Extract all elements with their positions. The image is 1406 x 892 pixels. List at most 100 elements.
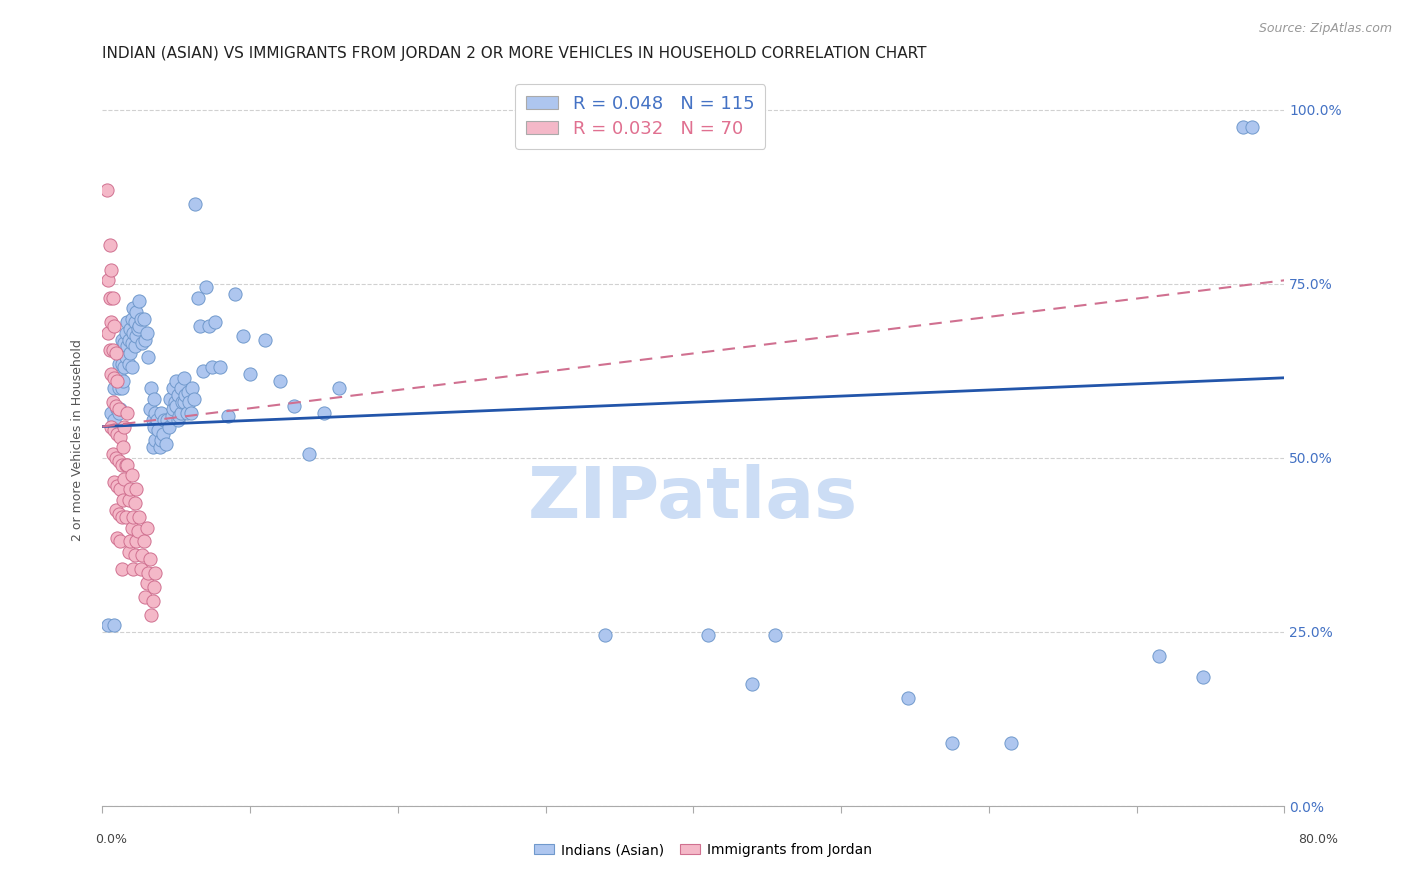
Point bbox=[124, 549, 146, 563]
Point bbox=[127, 322, 149, 336]
Point bbox=[103, 618, 125, 632]
Point bbox=[139, 607, 162, 622]
Point bbox=[132, 311, 155, 326]
Point bbox=[125, 329, 148, 343]
Point bbox=[124, 315, 146, 329]
Point bbox=[110, 333, 132, 347]
Point bbox=[104, 503, 127, 517]
Point bbox=[98, 343, 121, 357]
Point bbox=[269, 374, 291, 388]
Point bbox=[120, 322, 142, 336]
Point bbox=[896, 691, 918, 706]
Point bbox=[232, 329, 254, 343]
Point bbox=[111, 441, 134, 455]
Point bbox=[1192, 670, 1215, 684]
Point bbox=[103, 381, 125, 395]
Point bbox=[741, 677, 763, 691]
Point bbox=[118, 545, 141, 559]
Point bbox=[122, 301, 145, 315]
Point bbox=[108, 534, 131, 549]
Point bbox=[114, 336, 136, 351]
Point bbox=[110, 562, 132, 576]
Point bbox=[139, 381, 162, 395]
Point bbox=[115, 458, 138, 472]
Point bbox=[145, 566, 167, 580]
Point bbox=[98, 291, 121, 305]
Point bbox=[143, 392, 166, 406]
Point bbox=[115, 326, 138, 340]
Point bbox=[224, 287, 246, 301]
Point bbox=[108, 346, 131, 360]
Point bbox=[188, 318, 211, 333]
Point bbox=[121, 520, 143, 534]
Point bbox=[141, 412, 163, 426]
Text: ZIPatlas: ZIPatlas bbox=[529, 465, 858, 533]
Text: 80.0%: 80.0% bbox=[1299, 832, 1339, 846]
Point bbox=[110, 357, 132, 371]
Point bbox=[169, 406, 191, 420]
Point bbox=[162, 402, 184, 417]
Point bbox=[115, 510, 138, 524]
Point bbox=[101, 447, 124, 461]
Point bbox=[165, 399, 187, 413]
Point bbox=[100, 368, 122, 382]
Point bbox=[108, 430, 131, 444]
Point bbox=[111, 374, 134, 388]
Point bbox=[141, 593, 163, 607]
Point bbox=[107, 357, 129, 371]
Point bbox=[107, 402, 129, 417]
Text: 0.0%: 0.0% bbox=[96, 832, 128, 846]
Text: INDIAN (ASIAN) VS IMMIGRANTS FROM JORDAN 2 OR MORE VEHICLES IN HOUSEHOLD CORRELA: INDIAN (ASIAN) VS IMMIGRANTS FROM JORDAN… bbox=[103, 46, 927, 62]
Point bbox=[1232, 120, 1254, 135]
Point bbox=[167, 409, 190, 423]
Point bbox=[104, 346, 127, 360]
Point bbox=[132, 534, 155, 549]
Point bbox=[105, 423, 128, 437]
Point bbox=[108, 371, 131, 385]
Point bbox=[135, 576, 157, 591]
Point bbox=[104, 399, 127, 413]
Point bbox=[152, 426, 174, 441]
Point bbox=[96, 183, 118, 197]
Point bbox=[156, 412, 179, 426]
Point bbox=[128, 318, 150, 333]
Point bbox=[103, 318, 125, 333]
Point bbox=[217, 409, 239, 423]
Point bbox=[143, 580, 166, 594]
Point bbox=[239, 368, 262, 382]
Point bbox=[1240, 120, 1263, 135]
Point bbox=[194, 280, 217, 294]
Point bbox=[173, 371, 195, 385]
Point bbox=[118, 333, 141, 347]
Point bbox=[1000, 736, 1022, 750]
Point bbox=[174, 388, 197, 402]
Point bbox=[134, 590, 156, 604]
Point bbox=[115, 350, 138, 364]
Point bbox=[127, 524, 149, 538]
Point bbox=[153, 412, 176, 426]
Point bbox=[763, 628, 786, 642]
Point bbox=[183, 392, 205, 406]
Point bbox=[184, 196, 207, 211]
Point bbox=[128, 510, 150, 524]
Point bbox=[143, 419, 166, 434]
Y-axis label: 2 or more Vehicles in Household: 2 or more Vehicles in Household bbox=[72, 340, 84, 541]
Point bbox=[121, 311, 143, 326]
Point bbox=[125, 482, 148, 496]
Point bbox=[122, 326, 145, 340]
Point bbox=[121, 336, 143, 351]
Point bbox=[114, 472, 136, 486]
Point bbox=[117, 315, 139, 329]
Point bbox=[166, 412, 188, 426]
Point bbox=[110, 381, 132, 395]
Point bbox=[101, 343, 124, 357]
Point bbox=[165, 374, 187, 388]
Legend: R = 0.048   N = 115, R = 0.032   N = 70: R = 0.048 N = 115, R = 0.032 N = 70 bbox=[515, 84, 765, 149]
Point bbox=[97, 326, 120, 340]
Point bbox=[201, 360, 224, 375]
Point bbox=[136, 350, 159, 364]
Point bbox=[131, 549, 153, 563]
Point bbox=[105, 531, 128, 545]
Point bbox=[128, 294, 150, 309]
Point bbox=[121, 468, 143, 483]
